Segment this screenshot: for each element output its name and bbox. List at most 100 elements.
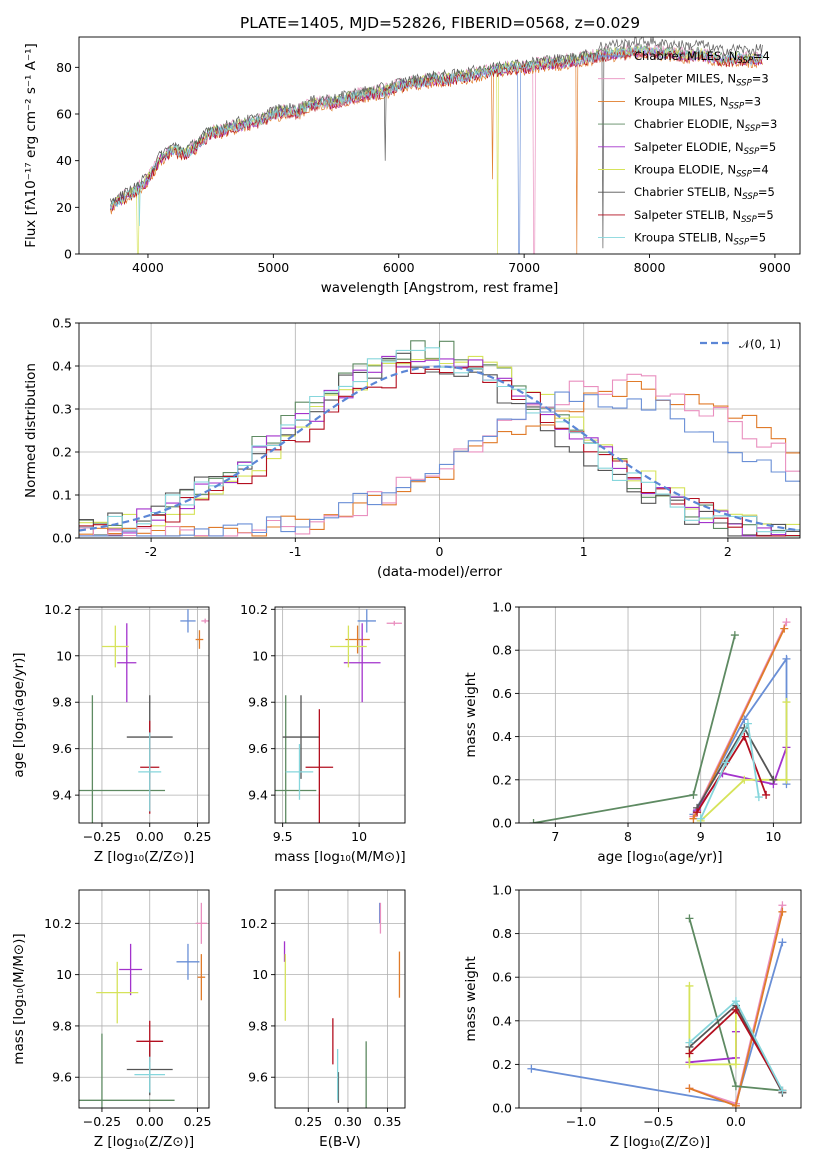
x-tick-label: 4000 — [132, 260, 164, 275]
y-tick-label: 10 — [252, 967, 268, 982]
x-tick-label: 0.25 — [294, 1114, 322, 1129]
weight-line-kroupa-elodie — [688, 985, 737, 1066]
weight-marker — [769, 775, 778, 784]
legend-label-suffix: =5 — [749, 231, 766, 245]
y-tick-label: 80 — [56, 60, 72, 75]
weight-marker — [778, 938, 787, 947]
plot-area — [79, 902, 208, 1108]
data-point — [201, 618, 209, 624]
x-tick-label: 10 — [765, 829, 781, 844]
x-tick-label: -1 — [289, 544, 301, 559]
axes: −0.25 0.00 0.25 9.4 9.6 9.8 10 10.2 Z [log₁₀(Z/Z… — [11, 602, 211, 865]
axes-frame — [518, 606, 802, 824]
mass_vs_EBV-panel: 0.25 0.30 0.35 9.6 9.8 10 10.2 E(B-V) — [240, 889, 406, 1150]
plot-area — [275, 609, 402, 823]
weight-marker — [782, 698, 791, 707]
histogram-chabrier-miles — [79, 391, 800, 537]
legend-label: Salpeter ELODIE, NSSP=5 — [634, 140, 776, 157]
x-tick-label: −0.5 — [643, 1114, 673, 1129]
y-axis-label: Normed distribution — [23, 363, 39, 498]
axes: 9.5 10 9.4 9.6 9.8 10 10.2 mass [log₁₀(M/M⊙)] — [240, 602, 406, 865]
legend-label: Kroupa STELIB, NSSP=5 — [634, 231, 766, 248]
x-axis-label: Z [log₁₀(Z/Z⊙)] — [94, 849, 194, 865]
y-tick-label: 10.2 — [44, 916, 72, 931]
plot-area — [109, 37, 763, 254]
weight-marker — [685, 1038, 694, 1047]
legend-label-suffix: =5 — [759, 140, 776, 154]
data-point — [275, 695, 317, 823]
y-tick-label: 0.2 — [492, 772, 512, 787]
weight-marker — [685, 1084, 694, 1093]
x-tick-label: 0.25 — [184, 829, 212, 844]
y-axis-label: mass [log₁₀(M/M⊙)] — [11, 933, 27, 1064]
weight-marker — [782, 618, 791, 627]
legend-label-main: Salpeter STELIB, N — [634, 208, 741, 222]
x-tick-label: 7000 — [508, 260, 540, 275]
y-tick-label: 0.4 — [492, 729, 512, 744]
data-point — [96, 961, 139, 1024]
y-tick-label: 9.8 — [52, 695, 72, 710]
data-point — [285, 744, 314, 800]
axes: 0.25 0.30 0.35 9.6 9.8 10 10.2 E(B-V) — [240, 889, 406, 1150]
y-tick-label: 9.6 — [52, 741, 72, 756]
y-tick-label: 0.0 — [492, 816, 512, 831]
y-axis-label: mass weight — [463, 956, 479, 1041]
x-tick-label: −0.25 — [83, 1114, 121, 1129]
y-tick-label: 9.8 — [52, 1018, 72, 1033]
weight-marker — [693, 808, 702, 817]
legend-label: Chabrier STELIB, NSSP=5 — [634, 185, 775, 202]
y-tick-label: 10 — [252, 648, 268, 663]
legend-label: Salpeter MILES, NSSP=3 — [634, 72, 769, 89]
data-point — [345, 625, 370, 654]
weight-marker — [782, 775, 791, 784]
legend-label-main: Chabrier STELIB, N — [634, 185, 742, 199]
data-point — [138, 732, 162, 812]
x-tick-label: 0 — [436, 544, 444, 559]
data-point — [119, 943, 143, 996]
data-point — [197, 954, 206, 1001]
data-point — [176, 943, 200, 980]
weight-marker — [722, 758, 731, 767]
x-tick-label: 2 — [724, 544, 732, 559]
x-tick-label: 8 — [624, 829, 632, 844]
y-tick-label: 1.0 — [492, 600, 512, 615]
y-tick-label: 0.8 — [492, 926, 512, 941]
y-tick-label: 9.6 — [248, 741, 268, 756]
weight-marker — [685, 1060, 694, 1069]
y-tick-label: 0.2 — [492, 1057, 512, 1072]
legend-label: Salpeter STELIB, NSSP=5 — [634, 208, 774, 225]
y-tick-label: 1.0 — [492, 883, 512, 898]
y-tick-label: 10.2 — [44, 602, 72, 617]
mass_vs_Z-panel: −0.25 0.00 0.25 9.6 9.8 10 10.2 Z [log₁₀(Z/Z⊙)]… — [11, 889, 211, 1150]
data-point — [79, 1033, 175, 1108]
axes: 4000 5000 6000 7000 8000 9000 0 20 40 60 80 wavelen… — [23, 36, 801, 296]
data-point — [134, 1056, 166, 1093]
legend-label-sub: SSP — [741, 215, 757, 225]
y-tick-label: 60 — [56, 107, 72, 122]
axes-frame — [274, 889, 406, 1109]
y-tick-label: 0.4 — [52, 359, 72, 374]
legend-label-sub: SSP — [744, 147, 760, 157]
weight-line-kroupa-stelib — [699, 720, 760, 820]
y-tick-label: 0.8 — [492, 643, 512, 658]
y-tick-label: 0.4 — [492, 1013, 512, 1028]
y-tick-label: 0.5 — [52, 316, 72, 331]
legend-label: Kroupa MILES, NSSP=3 — [634, 94, 761, 111]
y-axis-label: mass weight — [463, 672, 479, 757]
legend-label: Kroupa ELODIE, NSSP=4 — [634, 163, 769, 180]
weight-marker — [731, 1005, 740, 1014]
weight-marker — [778, 907, 787, 916]
y-tick-label: 9.4 — [248, 788, 268, 803]
weight-marker — [731, 1082, 740, 1091]
data-point — [136, 1020, 164, 1062]
legend-label-suffix: =4 — [753, 49, 770, 63]
weight-marker — [689, 814, 698, 823]
x-tick-label: −1.0 — [566, 1114, 596, 1129]
y-tick-label: 20 — [56, 200, 72, 215]
axes-frame — [78, 889, 210, 1109]
x-tick-label: 9.5 — [273, 829, 293, 844]
data-point — [357, 609, 376, 633]
y-tick-label: 10.2 — [240, 602, 268, 617]
data-point — [180, 609, 196, 633]
